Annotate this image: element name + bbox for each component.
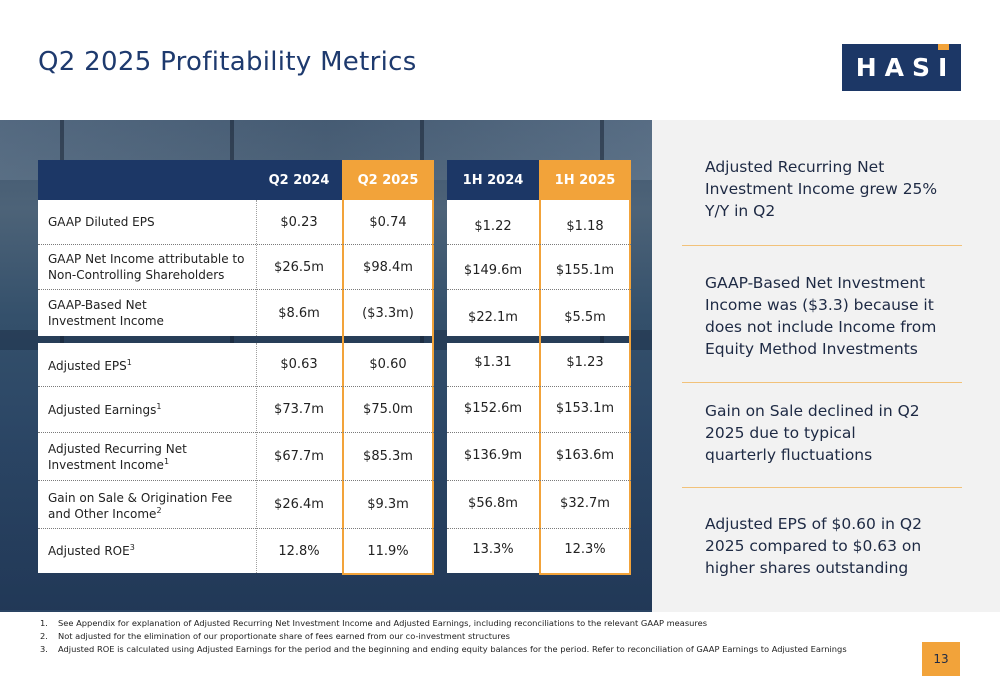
hasi-logo: HASI bbox=[842, 44, 961, 91]
cell-1h-2024: $56.8m bbox=[468, 496, 518, 511]
cell-q2-2024: $26.5m bbox=[274, 259, 324, 275]
cell-1h-2025: $155.1m bbox=[555, 262, 615, 278]
cell-q2-2024: $8.6m bbox=[278, 305, 320, 321]
footnote: 2. Not adjusted for the elimination of ou… bbox=[40, 631, 510, 641]
row-label-gain-on-sale: Gain on Sale & Origination Fee and Other… bbox=[48, 491, 233, 521]
cell-1h-2025: $1.18 bbox=[566, 218, 604, 234]
commentary-sidebar bbox=[652, 120, 1000, 612]
cell-1h-2025: $163.6m bbox=[555, 448, 615, 463]
cell-1h-2024: $1.22 bbox=[474, 218, 512, 234]
cell-1h-2024: $149.6m bbox=[463, 262, 523, 278]
quarter-table-lower bbox=[38, 343, 434, 573]
footnote: 3. Adjusted ROE is calculated using Adjus… bbox=[40, 644, 847, 654]
cell-q2-2024: $0.63 bbox=[280, 357, 318, 372]
divider bbox=[682, 245, 962, 246]
highlight-q2-2025-column bbox=[342, 160, 434, 575]
commentary-item: Adjusted Recurring Net Investment Income… bbox=[705, 158, 938, 220]
cell-q2-2024: $0.23 bbox=[280, 214, 318, 230]
header-blank bbox=[38, 160, 256, 200]
cell-1h-2025: $5.5m bbox=[564, 309, 606, 325]
row-label-adjusted-roe: Adjusted ROE3 bbox=[48, 543, 135, 559]
highlight-1h-2025-column bbox=[539, 160, 631, 575]
cell-q2-2024: 12.8% bbox=[278, 543, 320, 559]
cell-q2-2025: 11.9% bbox=[367, 543, 409, 559]
commentary-item: Adjusted EPS of $0.60 in Q2 2025 compare… bbox=[705, 515, 922, 577]
cell-q2-2025: $9.3m bbox=[367, 497, 409, 512]
header-q2-2025: Q2 2025 bbox=[342, 160, 434, 200]
cell-1h-2025: $153.1m bbox=[555, 401, 615, 416]
page-title: Q2 2025 Profitability Metrics bbox=[38, 47, 417, 77]
page-number: 13 bbox=[922, 642, 960, 676]
cell-1h-2025: $1.23 bbox=[566, 355, 604, 370]
cell-1h-2025: $32.7m bbox=[560, 496, 610, 511]
cell-1h-2024: $152.6m bbox=[463, 401, 523, 416]
header-q2-2024: Q2 2024 bbox=[256, 160, 342, 200]
cell-q2-2025: $0.60 bbox=[369, 357, 407, 372]
cell-1h-2025: 12.3% bbox=[564, 541, 606, 557]
row-label-gaap-diluted-eps: GAAP Diluted EPS bbox=[48, 215, 155, 229]
cell-q2-2025: ($3.3m) bbox=[362, 305, 414, 321]
logo-accent bbox=[938, 44, 949, 50]
cell-q2-2024: $67.7m bbox=[274, 449, 324, 464]
cell-q2-2024: $26.4m bbox=[274, 497, 324, 512]
footnote: 1. See Appendix for explanation of Adjust… bbox=[40, 618, 708, 628]
row-label-adjusted-recurring-nii: Adjusted Recurring Net Investment Income… bbox=[48, 442, 187, 472]
cell-1h-2024: $136.9m bbox=[463, 448, 523, 463]
commentary-item: Gain on Sale declined in Q2 2025 due to … bbox=[705, 402, 920, 464]
cell-q2-2025: $0.74 bbox=[369, 214, 407, 230]
row-label-adjusted-eps: Adjusted EPS1 bbox=[48, 358, 132, 374]
quarter-table-upper bbox=[38, 200, 434, 336]
cell-q2-2025: $98.4m bbox=[363, 259, 413, 275]
row-label-gaap-based-nii: GAAP-Based Net Investment Income bbox=[48, 298, 164, 328]
divider bbox=[682, 487, 962, 488]
row-label-gaap-net-income: GAAP Net Income attributable to Non-Cont… bbox=[48, 252, 245, 282]
divider bbox=[682, 382, 962, 383]
cell-q2-2025: $85.3m bbox=[363, 449, 413, 464]
cell-1h-2024: 13.3% bbox=[472, 541, 514, 557]
cell-1h-2024: $1.31 bbox=[474, 355, 512, 370]
row-label-adjusted-earnings: Adjusted Earnings1 bbox=[48, 402, 162, 418]
header-1h-2025: 1H 2025 bbox=[539, 160, 631, 200]
cell-q2-2025: $75.0m bbox=[363, 402, 413, 417]
header-1h-2024: 1H 2024 bbox=[447, 160, 539, 200]
commentary-item: GAAP-Based Net Investment Income was ($3… bbox=[705, 274, 937, 358]
cell-1h-2024: $22.1m bbox=[468, 309, 518, 325]
cell-q2-2024: $73.7m bbox=[274, 402, 324, 417]
